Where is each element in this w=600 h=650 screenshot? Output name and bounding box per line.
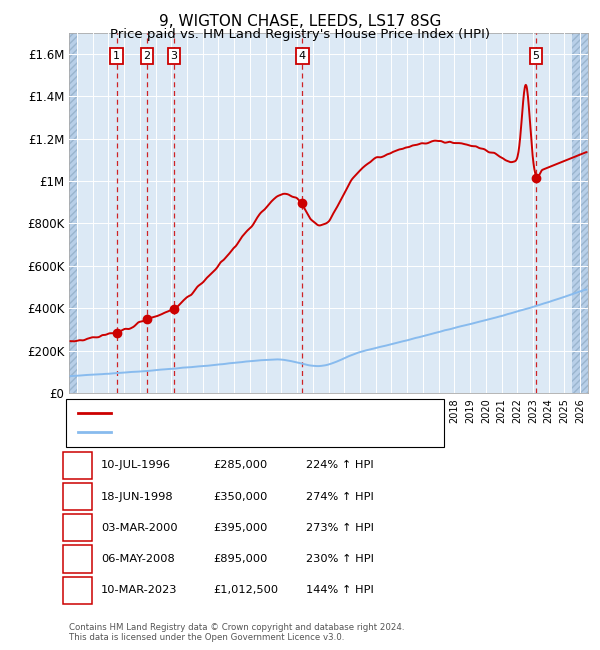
Text: HPI: Average price, detached house, Leeds: HPI: Average price, detached house, Leed…: [117, 427, 352, 437]
Text: £285,000: £285,000: [213, 460, 267, 471]
Text: 2: 2: [74, 491, 81, 502]
Text: £350,000: £350,000: [213, 491, 268, 502]
Text: 5: 5: [74, 585, 81, 595]
Text: 224% ↑ HPI: 224% ↑ HPI: [306, 460, 374, 471]
Text: 10-MAR-2023: 10-MAR-2023: [101, 585, 178, 595]
Text: 273% ↑ HPI: 273% ↑ HPI: [306, 523, 374, 533]
Text: 4: 4: [299, 51, 306, 61]
Text: 3: 3: [74, 523, 81, 533]
Text: 9, WIGTON CHASE, LEEDS, LS17 8SG (detached house): 9, WIGTON CHASE, LEEDS, LS17 8SG (detach…: [117, 408, 418, 419]
Text: Contains HM Land Registry data © Crown copyright and database right 2024.: Contains HM Land Registry data © Crown c…: [69, 623, 404, 632]
Text: £895,000: £895,000: [213, 554, 268, 564]
Text: 5: 5: [532, 51, 539, 61]
Text: 1: 1: [74, 460, 81, 471]
Text: 10-JUL-1996: 10-JUL-1996: [101, 460, 171, 471]
Text: £1,012,500: £1,012,500: [213, 585, 278, 595]
Text: This data is licensed under the Open Government Licence v3.0.: This data is licensed under the Open Gov…: [69, 633, 344, 642]
Text: 4: 4: [74, 554, 81, 564]
Bar: [69, 32, 77, 393]
Text: 03-MAR-2000: 03-MAR-2000: [101, 523, 178, 533]
Text: 274% ↑ HPI: 274% ↑ HPI: [306, 491, 374, 502]
Text: 06-MAY-2008: 06-MAY-2008: [101, 554, 175, 564]
Text: 1: 1: [113, 51, 120, 61]
Text: 230% ↑ HPI: 230% ↑ HPI: [306, 554, 374, 564]
Text: 2: 2: [143, 51, 151, 61]
Text: 144% ↑ HPI: 144% ↑ HPI: [306, 585, 374, 595]
Text: £395,000: £395,000: [213, 523, 268, 533]
Text: Price paid vs. HM Land Registry's House Price Index (HPI): Price paid vs. HM Land Registry's House …: [110, 28, 490, 41]
Text: 3: 3: [170, 51, 178, 61]
Text: 9, WIGTON CHASE, LEEDS, LS17 8SG: 9, WIGTON CHASE, LEEDS, LS17 8SG: [159, 14, 441, 29]
Text: 18-JUN-1998: 18-JUN-1998: [101, 491, 173, 502]
Bar: [572, 32, 588, 393]
